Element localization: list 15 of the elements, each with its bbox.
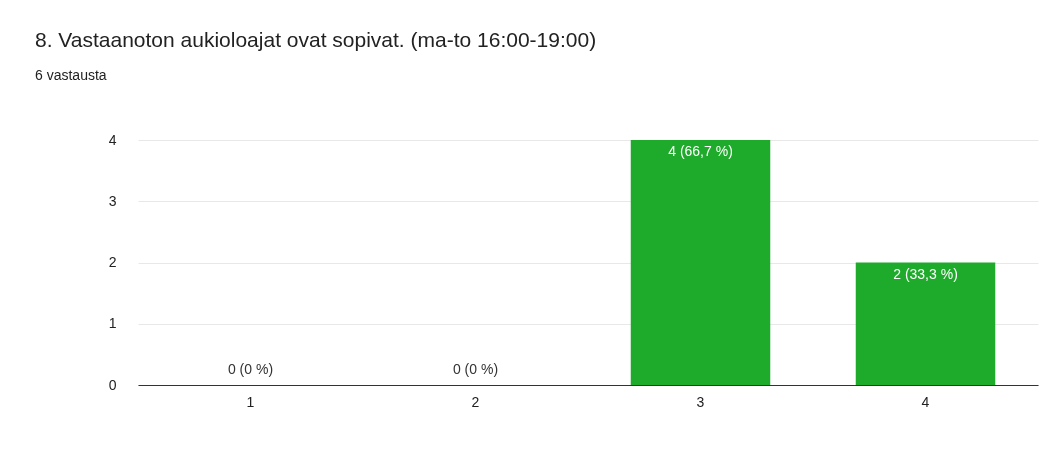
data-label: 0 (0 %) (452, 361, 499, 377)
data-label: 2 (33,3 %) (893, 265, 958, 282)
data-label: 0 (0 %) (227, 361, 274, 377)
y-tick-label: 1 (108, 315, 117, 332)
y-tick-label: 3 (108, 192, 117, 209)
x-tick-label: 2 (471, 393, 480, 410)
y-tick-label: 0 (108, 376, 117, 393)
chart-subtitle: 6 vastausta (35, 67, 107, 83)
chart-title: 8. Vastaanoton aukioloajat ovat sopivat. (ma-to 16:00-19:00) (35, 28, 597, 51)
x-tick-label: 1 (246, 393, 255, 410)
x-tick-label: 4 (921, 393, 930, 410)
y-tick-label: 2 (108, 254, 117, 270)
x-tick-label: 3 (696, 393, 705, 410)
data-label: 4 (66,7 %) (668, 143, 733, 159)
y-tick-label: 4 (108, 131, 117, 148)
